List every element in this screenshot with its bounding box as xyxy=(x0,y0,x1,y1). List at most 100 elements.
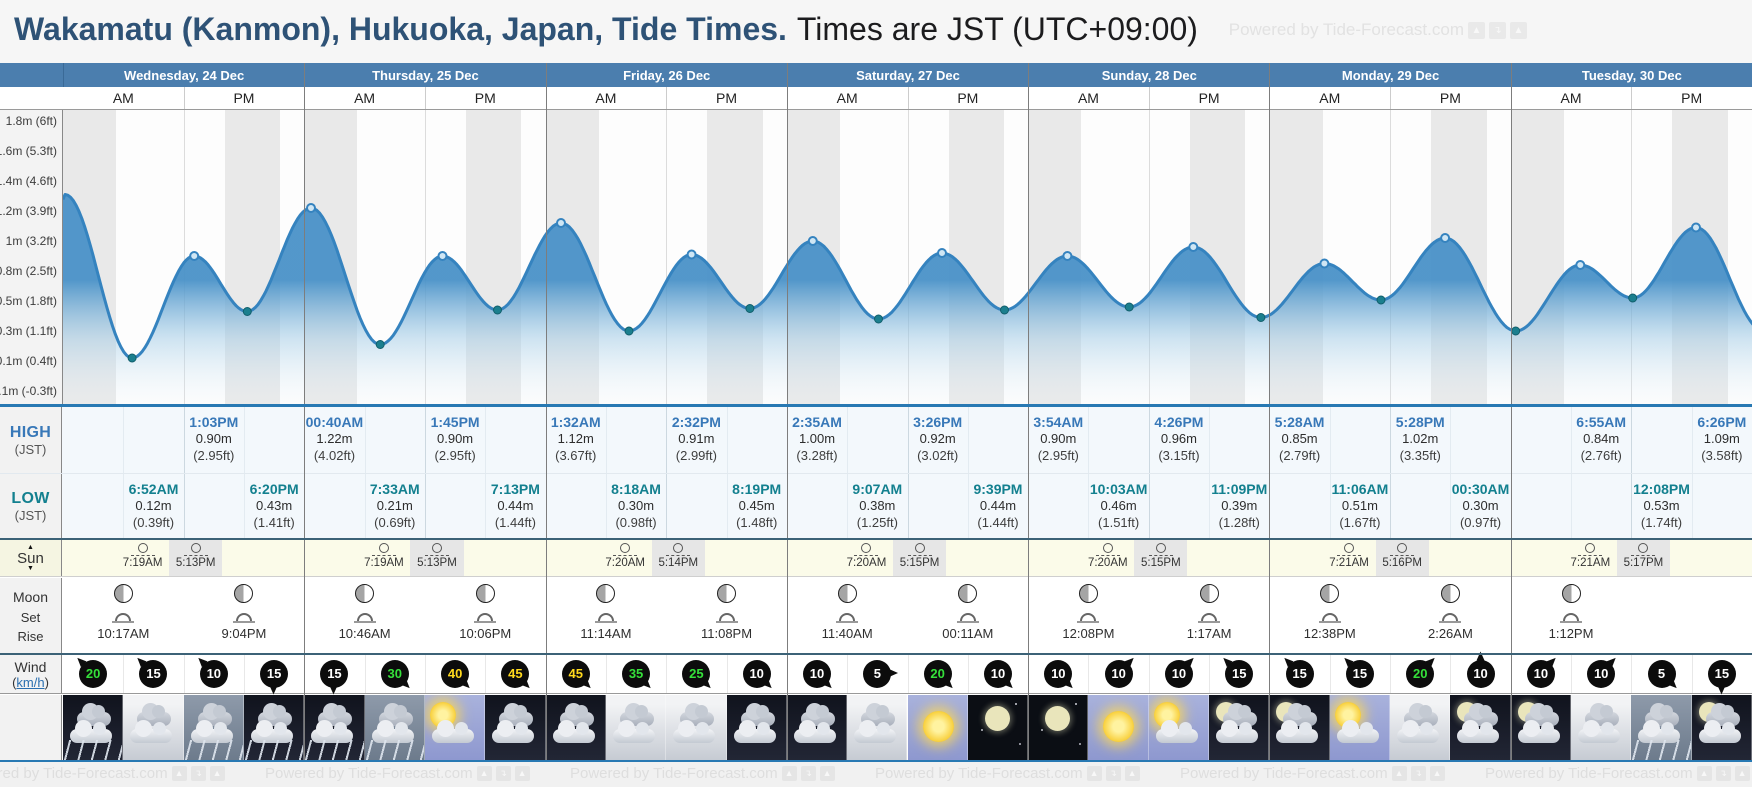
tide-height-m: 1.22m xyxy=(316,431,353,447)
cloud-icon xyxy=(190,720,233,743)
cloud-icon xyxy=(552,720,595,743)
wind-cell: 10 xyxy=(787,655,847,693)
wind-cell: 15 xyxy=(1692,655,1752,695)
wind-cell: 15 xyxy=(1330,654,1390,693)
moon-set-rise-icon xyxy=(1563,613,1580,621)
moon-set-rise-icon-base xyxy=(715,621,738,623)
ampm-am: AM xyxy=(354,90,376,106)
sunset-time: 5:13PM xyxy=(417,557,457,569)
cloud-icon xyxy=(1457,720,1500,743)
tide-height-ft: (3.35ft) xyxy=(1399,448,1441,464)
weather-icon-cloudy-day xyxy=(666,695,727,760)
sunset-icon xyxy=(1390,543,1415,556)
wind-unit-link[interactable]: km/h xyxy=(16,674,45,690)
moon-set-rise-time: 10:46AM xyxy=(338,626,391,641)
tide-height-ft: (2.76ft) xyxy=(1580,448,1622,464)
footer-watermark: Powered by Tide-Forecast.com▲↴▲ xyxy=(570,765,835,782)
wind-cell: 5 xyxy=(1631,655,1691,693)
tide-low-entry: 10:03AM 0.46m (1.51ft) xyxy=(1064,480,1174,532)
wind-cell: 15 xyxy=(1209,654,1269,693)
weather-icon-cloudy-day xyxy=(1571,695,1632,760)
weather-icon-rain-night xyxy=(63,695,124,760)
wind-direction-arrow xyxy=(889,669,899,677)
sunset-cell: 5:14PM xyxy=(652,543,705,569)
cell-gridline xyxy=(1450,655,1452,693)
low-tide-marker xyxy=(493,305,502,315)
wind-speed-badge: 10 xyxy=(1044,660,1073,688)
page-header: Wakamatu (Kanmon), Hukuoka, Japan, Tide … xyxy=(0,0,1752,63)
wind-speed-badge: 45 xyxy=(501,660,530,688)
chart-bottom-border xyxy=(0,404,1752,407)
watermark-text: Powered by Tide-Forecast.com xyxy=(875,765,1083,782)
cloud-icon xyxy=(793,720,836,743)
watermark-logo-icon: ↴ xyxy=(190,766,206,781)
cell-gridline xyxy=(485,407,487,473)
low-tide-marker xyxy=(242,307,252,316)
sun-label: Sun xyxy=(17,549,44,567)
moon-set-rise-icon xyxy=(115,613,132,621)
noon-gridline xyxy=(1631,110,1633,407)
wind-speed-badge: 10 xyxy=(1526,660,1555,688)
tide-high-entry: 6:26PM 1.09m (3.58ft) xyxy=(1667,413,1752,465)
cell-gridline xyxy=(485,474,487,538)
cell-gridline xyxy=(1088,474,1090,538)
day-header-4: Saturday, 27 Dec xyxy=(786,63,1028,87)
moon-phase-icon xyxy=(1561,584,1581,603)
wind-speed-badge: 20 xyxy=(79,660,108,688)
moon-set-rise-time: 1:17AM xyxy=(1186,626,1232,641)
cell-gridline xyxy=(1691,474,1693,538)
watermark-text: Powered by Tide-Forecast.com xyxy=(1180,765,1388,782)
moon-phase-icon xyxy=(475,584,495,603)
low-tide-marker xyxy=(1000,305,1009,315)
tide-high-entry: 1:03PM 0.90m (2.95ft) xyxy=(159,413,269,465)
tide-curve-line xyxy=(63,193,1752,360)
tide-height-ft: (2.79ft) xyxy=(1278,448,1321,464)
moon-set-rise-icon xyxy=(597,613,614,621)
wind-speed-badge: 10 xyxy=(1587,660,1616,688)
tide-height-ft: (4.02ft) xyxy=(313,448,356,464)
moon-set-rise-icon xyxy=(959,613,976,621)
watermark-logo-icon: ▲ xyxy=(1696,766,1712,781)
watermark-logo-icon: ▲ xyxy=(1391,766,1407,781)
ampm-pm: PM xyxy=(1681,90,1703,106)
tide-height-m: 0.51m xyxy=(1341,498,1378,514)
ampm-am: AM xyxy=(1560,90,1582,106)
cell-gridline xyxy=(1148,655,1150,693)
sunset-cell: 5:16PM xyxy=(1376,543,1429,569)
wind-cell: 10 xyxy=(727,655,787,693)
weather-row-label xyxy=(0,695,62,760)
tide-high-entry: 2:32PM 0.91m (2.99ft) xyxy=(641,413,751,465)
high-tide-time: 00:40AM xyxy=(305,414,364,430)
ampm-pm: PM xyxy=(957,90,979,106)
ampm-divider xyxy=(1390,87,1392,109)
cell-gridline xyxy=(364,407,366,473)
moon-entry: 1:12PM xyxy=(1526,584,1616,641)
tide-height-m: 0.92m xyxy=(919,431,956,447)
cloud-icon xyxy=(673,720,716,743)
cloud-icon xyxy=(1276,720,1319,743)
moon-set-rise-icon xyxy=(1442,613,1459,621)
cell-gridline xyxy=(424,655,426,693)
cell-gridline xyxy=(726,474,728,538)
cell-gridline xyxy=(907,474,909,538)
high-tide-time: 6:26PM xyxy=(1697,414,1747,430)
ampm-am: AM xyxy=(595,90,617,106)
tide-height-ft: (1.25ft) xyxy=(856,515,898,531)
low-tide-time: 00:30AM xyxy=(1451,481,1510,497)
wind-cell: 10 xyxy=(184,654,244,693)
cell-gridline xyxy=(243,474,245,538)
ampm-pm: PM xyxy=(1439,90,1461,106)
sun-icon xyxy=(922,711,954,742)
cloud-icon xyxy=(1155,720,1198,743)
cell-gridline xyxy=(907,655,909,693)
cell-gridline xyxy=(243,407,245,473)
cell-gridline xyxy=(1390,407,1392,473)
moon-set-rise-icon-base xyxy=(836,621,859,623)
watermark-logo-icon: ▲ xyxy=(1124,766,1140,781)
wind-cell: 10 xyxy=(1149,654,1209,693)
low-label: LOW xyxy=(11,489,50,507)
wind-speed-badge: 10 xyxy=(742,660,771,688)
wind-speed-badge: 40 xyxy=(441,660,470,688)
moon-entry: 11:08PM xyxy=(682,584,772,641)
tide-height-ft: (3.58ft) xyxy=(1701,448,1743,464)
